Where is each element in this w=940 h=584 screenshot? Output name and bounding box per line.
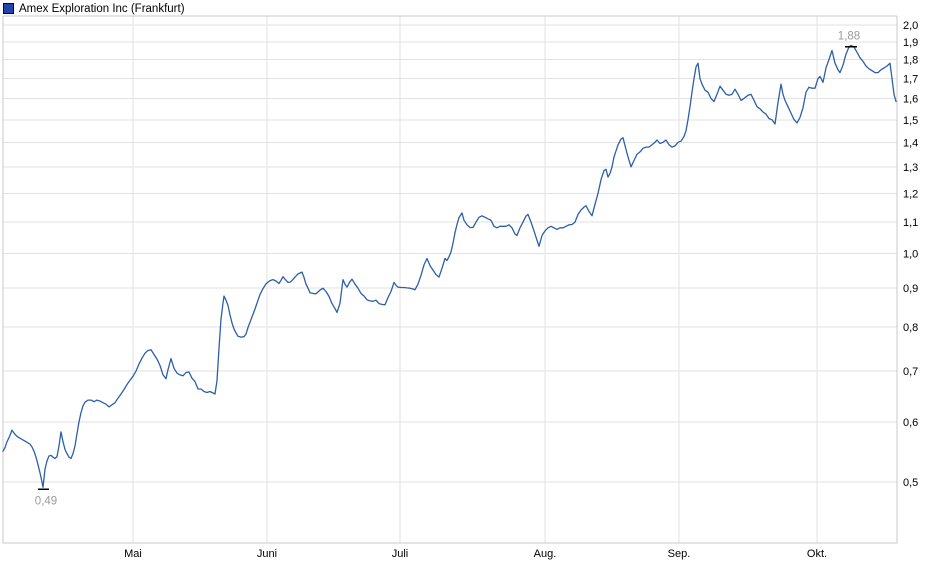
x-month-label-Aug.: Aug. [534,548,557,560]
y-tick-label-2,0: 2,0 [903,20,918,32]
x-month-label-Juli: Juli [392,548,409,560]
y-tick-label-1,4: 1,4 [903,138,918,150]
y-tick-label-1,9: 1,9 [903,37,918,49]
chart-legend: Amex Exploration Inc (Frankfurt) [3,2,185,15]
y-axis-labels: 2,0 1,9 1,8 1,7 1,6 1,5 1,4 1,3 1,2 1,1 1,0 0,9 0,8 0… [903,20,918,489]
low-value-label: 0,49 [35,495,57,507]
price-line [2,44,897,488]
y-tick-label-1,8: 1,8 [903,55,918,67]
y-tick-label-1,0: 1,0 [903,249,918,261]
series-color-square-icon [3,3,14,14]
x-month-label-Sep.: Sep. [668,548,691,560]
high-value-label: 1,88 [838,30,860,42]
y-tick-label-1,6: 1,6 [903,94,918,106]
y-tick-label-0,6: 0,6 [903,417,918,429]
y-tick-label-1,5: 1,5 [903,115,918,127]
extreme-annotations: 1,88 0,49 [35,30,860,507]
y-tick-label-1,2: 1,2 [903,188,918,200]
x-month-label-Mai: Mai [124,548,142,560]
horizontal-gridlines [3,24,897,483]
plot-borders [2,15,898,544]
y-tick-label-0,5: 0,5 [903,477,918,489]
y-tick-label-1,1: 1,1 [903,217,918,229]
y-tick-label-0,9: 0,9 [903,283,918,295]
y-tick-label-1,7: 1,7 [903,74,918,86]
y-tick-label-1,3: 1,3 [903,162,918,174]
y-tick-label-0,7: 0,7 [903,366,918,378]
x-month-label-Okt.: Okt. [807,548,827,560]
y-tick-label-0,8: 0,8 [903,322,918,334]
x-axis-labels: Mai Juni Juli Aug. Sep. Okt. [124,548,827,560]
x-month-label-Juni: Juni [257,548,277,560]
chart-title: Amex Exploration Inc (Frankfurt) [19,2,185,15]
vertical-gridlines [132,16,818,543]
